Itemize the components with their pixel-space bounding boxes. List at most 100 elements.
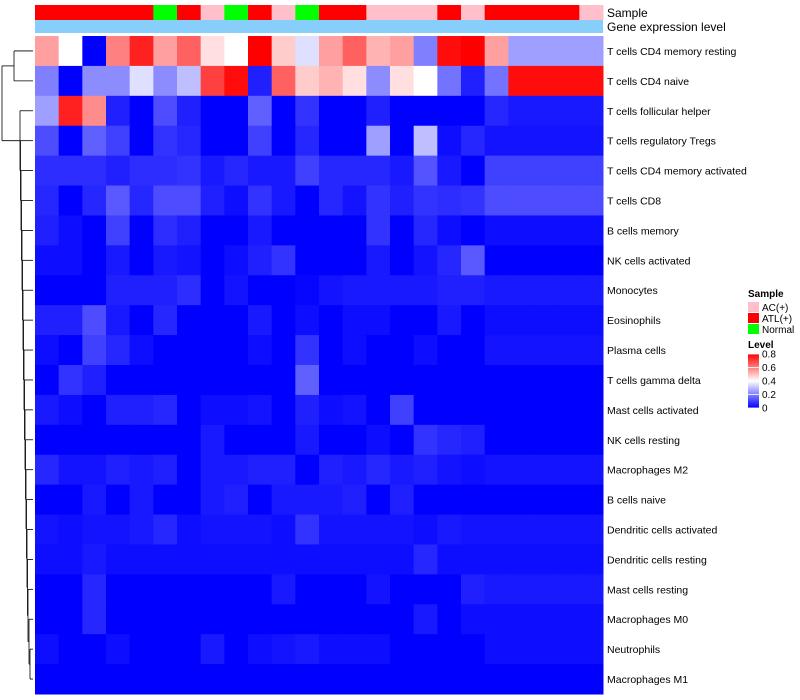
heatmap-cell	[224, 95, 249, 127]
heatmap-cell	[271, 275, 296, 306]
column-annotations	[35, 5, 604, 33]
heatmap-cell	[58, 125, 83, 157]
heatmap-cell	[177, 574, 202, 605]
legend-sample-label: Normal	[762, 325, 794, 336]
annotation-labels: Sample Gene expression level	[607, 6, 726, 34]
heatmap-cell	[177, 454, 202, 486]
heatmap-cell	[295, 245, 320, 276]
heatmap-cell	[532, 514, 557, 545]
heatmap-cell	[366, 604, 391, 635]
heatmap-cell	[555, 275, 580, 306]
heatmap-cell	[35, 245, 60, 276]
heatmap-cell	[319, 514, 344, 545]
heatmap-cell	[224, 394, 249, 426]
heatmap-cell	[390, 514, 415, 545]
heatmap-cell	[82, 36, 107, 67]
heatmap-cell	[484, 36, 509, 67]
legend-level: Level 0.8 0.6 0.4 0.2 0	[748, 340, 776, 415]
heatmap-cell	[461, 365, 486, 396]
heatmap-cell	[295, 335, 320, 366]
heatmap-cell	[129, 454, 154, 486]
heatmap-cell	[484, 574, 509, 605]
heatmap-cell	[532, 65, 557, 97]
heatmap-cell	[461, 394, 486, 426]
heatmap-cell	[461, 185, 486, 216]
row-label: T cells regulatory Tregs	[607, 136, 716, 148]
heatmap-cell	[508, 95, 533, 127]
legend-sample-swatch	[748, 313, 759, 323]
heatmap-cell	[200, 634, 225, 665]
heatmap-cell	[555, 544, 580, 575]
heatmap-cell	[508, 125, 533, 157]
heatmap-cell	[58, 514, 83, 545]
heatmap-cell	[129, 155, 154, 187]
heatmap-cell	[579, 185, 604, 216]
heatmap-cell	[153, 454, 178, 486]
heatmap-cell	[437, 215, 462, 246]
heatmap-cell	[58, 484, 83, 516]
heatmap-cell	[295, 185, 320, 216]
heatmap-cell	[129, 574, 154, 605]
annotation-sample-cell	[579, 5, 604, 20]
heatmap-cell	[532, 544, 557, 575]
heatmap-cell	[82, 365, 107, 396]
heatmap-cell	[461, 305, 486, 336]
heatmap-cell	[532, 215, 557, 246]
annotation-sample-cell	[508, 5, 533, 20]
heatmap-cell	[153, 335, 178, 366]
heatmap-cell	[82, 155, 107, 187]
heatmap-cell	[579, 424, 604, 456]
row-label: Mast cells resting	[607, 584, 688, 596]
heatmap-cell	[82, 185, 107, 216]
heatmap-cell	[82, 125, 107, 157]
heatmap-cell	[484, 424, 509, 456]
heatmap-cell	[366, 634, 391, 665]
heatmap-cell	[35, 125, 60, 157]
heatmap-cell	[319, 424, 344, 456]
heatmap-cell	[82, 275, 107, 306]
heatmap-cell	[82, 514, 107, 545]
heatmap-cell	[319, 155, 344, 187]
heatmap-cell	[224, 514, 249, 545]
legend-level-label: 0	[762, 404, 768, 415]
annotation-sample-cell	[342, 5, 367, 20]
annotation-sample-cell	[413, 5, 438, 20]
heatmap-cell	[437, 36, 462, 67]
heatmap-cell	[390, 125, 415, 157]
heatmap-cell	[390, 454, 415, 486]
heatmap-cell	[82, 484, 107, 516]
row-label: Dendritic cells resting	[607, 554, 707, 566]
heatmap-cell	[129, 394, 154, 426]
heatmap-cell	[579, 155, 604, 187]
annotation-sample-cell	[200, 5, 225, 20]
heatmap-cell	[58, 454, 83, 486]
heatmap-cell	[58, 664, 83, 695]
heatmap-cell	[437, 155, 462, 187]
heatmap-cell	[342, 604, 367, 635]
heatmap-cell	[319, 454, 344, 486]
heatmap-cell	[82, 664, 107, 695]
heatmap-cell	[295, 544, 320, 575]
heatmap-cell	[200, 365, 225, 396]
heatmap-cell	[555, 454, 580, 486]
heatmap-cell	[342, 424, 367, 456]
heatmap-cell	[35, 215, 60, 246]
heatmap-cell	[153, 245, 178, 276]
heatmap-cell	[319, 125, 344, 157]
heatmap-cell	[129, 634, 154, 665]
legend-level-label: 0.6	[762, 363, 776, 374]
heatmap-cell	[579, 65, 604, 97]
heatmap-cell	[224, 215, 249, 246]
heatmap-cell	[58, 305, 83, 336]
heatmap-cell	[129, 484, 154, 516]
heatmap-cell	[532, 275, 557, 306]
heatmap-cell	[508, 305, 533, 336]
heatmap-cell	[390, 335, 415, 366]
heatmap-cell	[200, 394, 225, 426]
heatmap-cell	[129, 664, 154, 695]
heatmap-cell	[413, 245, 438, 276]
heatmap-cell	[35, 185, 60, 216]
heatmap-cell	[579, 36, 604, 67]
heatmap-cell	[224, 65, 249, 97]
heatmap-cell	[342, 664, 367, 695]
